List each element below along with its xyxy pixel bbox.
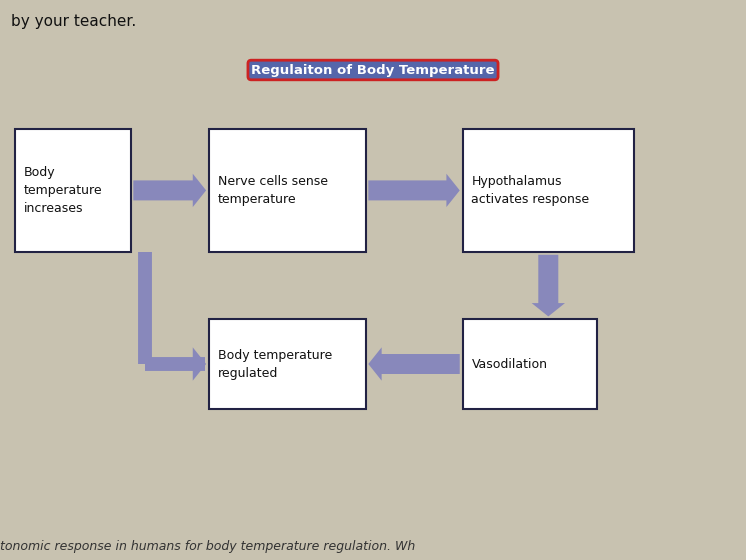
Text: Body temperature
regulated: Body temperature regulated — [218, 348, 332, 380]
FancyBboxPatch shape — [463, 129, 634, 252]
Text: Body
temperature
increases: Body temperature increases — [24, 166, 102, 215]
FancyBboxPatch shape — [209, 319, 366, 409]
FancyBboxPatch shape — [209, 129, 366, 252]
FancyBboxPatch shape — [463, 319, 597, 409]
FancyBboxPatch shape — [15, 129, 131, 252]
Text: Regulaiton of Body Temperature: Regulaiton of Body Temperature — [251, 63, 495, 77]
Text: Hypothalamus
activates response: Hypothalamus activates response — [471, 175, 589, 206]
Text: Nerve cells sense
temperature: Nerve cells sense temperature — [218, 175, 327, 206]
Text: Vasodilation: Vasodilation — [471, 357, 548, 371]
Text: by your teacher.: by your teacher. — [11, 14, 137, 29]
Text: tonomic response in humans for body temperature regulation. Wh: tonomic response in humans for body temp… — [0, 540, 416, 553]
